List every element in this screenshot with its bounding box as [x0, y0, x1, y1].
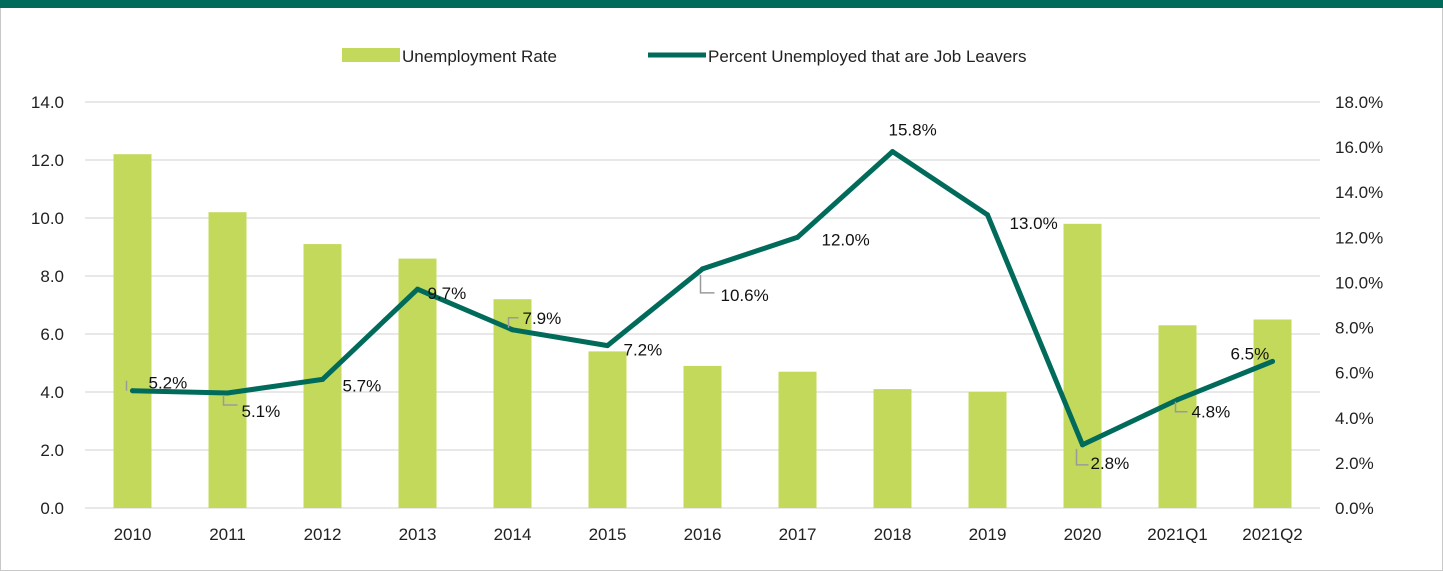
- line-point-2021Q2: [1270, 358, 1275, 364]
- right-tick-label: 10.0%: [1335, 273, 1383, 292]
- left-tick-label: 2.0: [40, 441, 64, 460]
- right-tick-label: 2.0%: [1335, 454, 1374, 473]
- right-tick-label: 18.0%: [1335, 93, 1383, 112]
- data-label-2021Q2: 6.5%: [1231, 344, 1270, 363]
- left-tick-label: 12.0: [31, 151, 64, 170]
- data-label-2012: 5.7%: [343, 376, 382, 395]
- data-label-2019: 13.0%: [1010, 214, 1058, 233]
- leader-line: [1174, 401, 1188, 413]
- right-tick-label: 6.0%: [1335, 364, 1374, 383]
- x-tick-label: 2013: [399, 525, 437, 544]
- bar-2020: [1063, 223, 1102, 509]
- right-tick-label: 14.0%: [1335, 183, 1383, 202]
- x-tick-label: 2010: [114, 525, 152, 544]
- data-label-2014: 7.9%: [523, 309, 562, 328]
- right-axis-ticks: 0.0% 2.0% 4.0% 6.0% 8.0% 10.0% 12.0% 14.0% 16.0%…: [1335, 93, 1383, 518]
- bar-series: [113, 154, 1292, 509]
- line-point-2014: [510, 327, 515, 333]
- x-tick-label: 2012: [304, 525, 342, 544]
- right-tick-label: 4.0%: [1335, 409, 1374, 428]
- bar-2021Q1: [1158, 325, 1197, 508]
- leader-line: [1075, 448, 1089, 466]
- legend-label-bar: Unemployment Rate: [402, 47, 557, 66]
- line-point-2016: [700, 266, 705, 272]
- left-tick-label: 8.0: [40, 267, 64, 286]
- line-point-2017: [795, 234, 800, 240]
- bar-2015: [588, 351, 627, 508]
- left-tick-label: 6.0: [40, 325, 64, 344]
- label-leader-lines: [125, 274, 1188, 466]
- line-data-labels: 5.2% 5.1% 5.7% 9.7% 7.9% 7.2% 10.6% 12.0% 15.8% 1…: [149, 121, 1270, 473]
- legend: Unemployment Rate Percent Unemployed tha…: [342, 47, 1026, 66]
- left-tick-label: 10.0: [31, 209, 64, 228]
- line-point-2015: [605, 343, 610, 349]
- left-tick-label: 14.0: [31, 93, 64, 112]
- line-point-2013: [415, 286, 420, 292]
- line-point-2012: [320, 376, 325, 382]
- line-point-2010: [130, 388, 135, 394]
- line-point-2018: [890, 149, 895, 155]
- x-tick-label: 2020: [1064, 525, 1102, 544]
- line-series: [130, 149, 1275, 448]
- x-tick-label: 2021Q2: [1242, 525, 1303, 544]
- left-axis-ticks: 0.0 2.0 4.0 6.0 8.0 10.0 12.0 14.0: [31, 93, 64, 518]
- data-label-2011: 5.1%: [242, 402, 281, 421]
- x-tick-label: 2015: [589, 525, 627, 544]
- x-tick-label: 2016: [684, 525, 722, 544]
- x-tick-label: 2021Q1: [1147, 525, 1208, 544]
- bar-2018: [873, 389, 912, 508]
- x-tick-label: 2019: [969, 525, 1007, 544]
- bar-2011: [208, 212, 247, 508]
- right-tick-label: 0.0%: [1335, 499, 1374, 518]
- data-label-2020: 2.8%: [1091, 454, 1130, 473]
- data-label-2010: 5.2%: [149, 374, 188, 393]
- header-accent-bar: [0, 0, 1443, 8]
- data-label-2017: 12.0%: [822, 230, 870, 249]
- x-tick-label: 2017: [779, 525, 817, 544]
- bar-2019: [968, 392, 1007, 508]
- right-tick-label: 12.0%: [1335, 228, 1383, 247]
- line-point-2020: [1080, 442, 1085, 448]
- line-point-2019: [985, 212, 990, 218]
- leader-line: [507, 317, 519, 328]
- data-label-2016: 10.6%: [721, 286, 769, 305]
- x-tick-label: 2011: [209, 525, 246, 544]
- bar-2016: [683, 365, 722, 508]
- bar-2010: [113, 154, 152, 508]
- right-tick-label: 8.0%: [1335, 319, 1374, 338]
- bar-2017: [778, 371, 817, 508]
- right-tick-label: 16.0%: [1335, 138, 1383, 157]
- line-point-2021Q1: [1175, 397, 1180, 403]
- leader-line: [222, 394, 238, 406]
- x-tick-label: 2014: [494, 525, 532, 544]
- x-axis-ticks: 2010 2011 2012 2013 2014 2015 2016 2017 2018 2019…: [114, 525, 1303, 544]
- data-label-2013: 9.7%: [428, 284, 467, 303]
- left-tick-label: 4.0: [40, 383, 64, 402]
- x-tick-label: 2018: [874, 525, 912, 544]
- legend-swatch-bar: [342, 48, 400, 62]
- data-label-2015: 7.2%: [624, 341, 663, 360]
- bar-2021Q2: [1253, 319, 1292, 508]
- legend-label-line: Percent Unemployed that are Job Leavers: [708, 47, 1026, 66]
- data-label-2018: 15.8%: [889, 121, 937, 140]
- left-tick-label: 0.0: [40, 499, 64, 518]
- leader-line: [699, 274, 715, 294]
- data-label-2021Q1: 4.8%: [1192, 403, 1231, 422]
- line-point-2011: [225, 390, 230, 396]
